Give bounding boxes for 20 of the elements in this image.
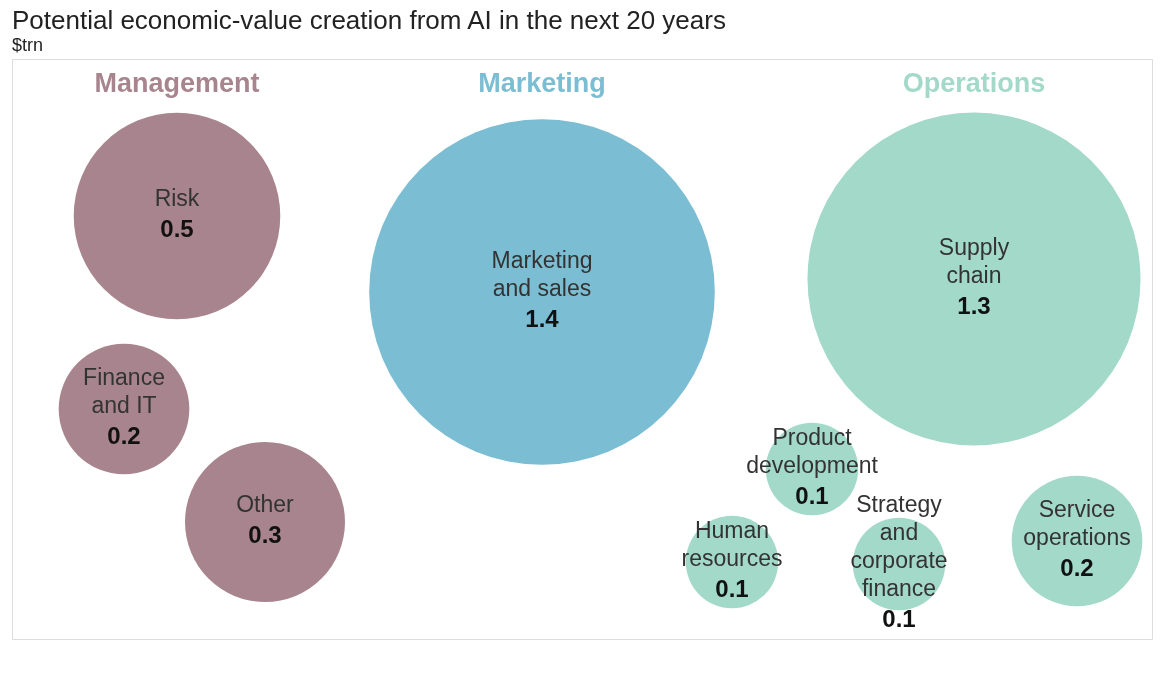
- data-label: 0.1: [882, 605, 916, 632]
- data-label: 1.3: [957, 292, 991, 319]
- series-label: Marketing: [478, 68, 606, 98]
- data-label: 1.4: [525, 305, 560, 332]
- data-label: 0.3: [248, 521, 282, 548]
- category-label: Marketing and sales: [491, 247, 593, 301]
- data-label: 0.2: [107, 422, 141, 449]
- text: $trn: [12, 35, 44, 55]
- series-label: Operations: [902, 68, 1046, 98]
- category-label: Supply chain: [938, 234, 1010, 288]
- data-label: 0.2: [1060, 554, 1094, 581]
- text: Potential economic-value creation from AI in the next 20 years: [12, 5, 726, 35]
- category-label: Finance and IT: [83, 364, 165, 418]
- category-label: Risk: [154, 185, 200, 211]
- category-label: Service operations: [1023, 496, 1131, 550]
- category-label: Other: [236, 491, 295, 517]
- data-label: 0.5: [160, 215, 194, 242]
- data-label: 0.1: [795, 482, 829, 509]
- data-label: 0.1: [715, 575, 749, 602]
- series-label: Management: [94, 68, 260, 98]
